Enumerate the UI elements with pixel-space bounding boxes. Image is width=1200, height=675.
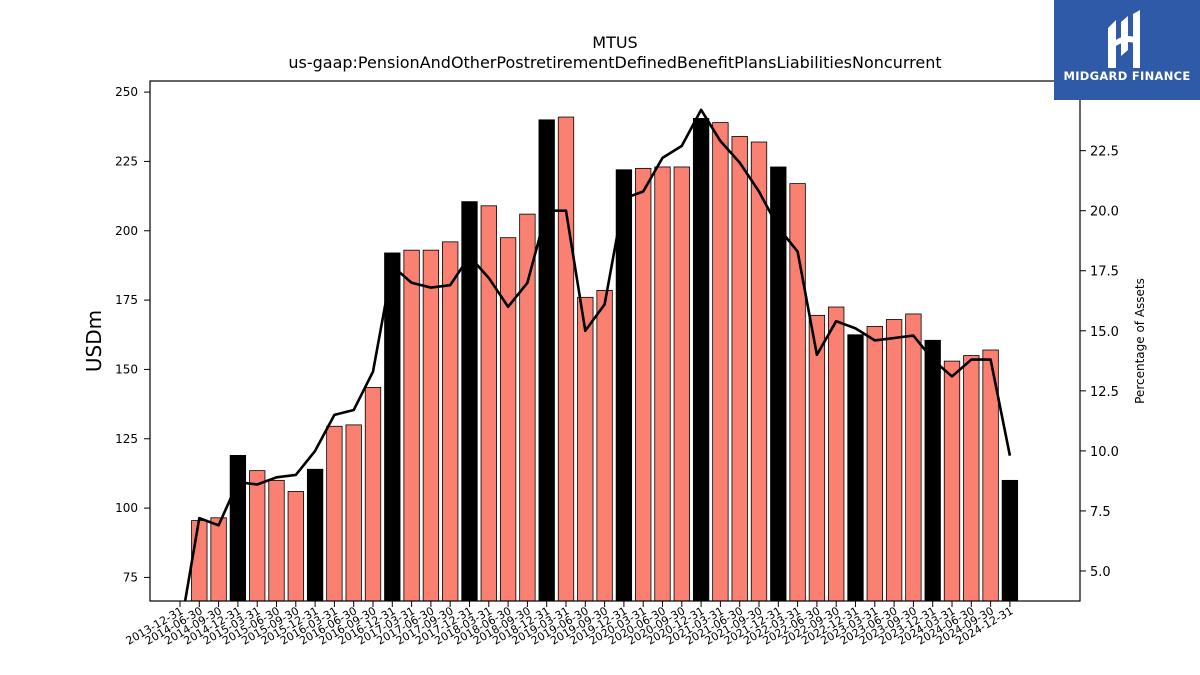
bar (712, 122, 729, 602)
bar (364, 387, 382, 602)
bar (499, 237, 517, 602)
y2-tick-label: 15.0 (1090, 325, 1119, 340)
bars-layer (191, 116, 1019, 602)
y2-tick-label: 10.0 (1090, 445, 1119, 460)
bar (596, 289, 613, 602)
y-tick-label: 200 (115, 224, 138, 238)
bar (750, 141, 768, 602)
y-tick-label: 175 (115, 293, 138, 307)
bar (480, 205, 497, 602)
midgard-logo-icon (1108, 10, 1140, 68)
chart-title: MTUS (592, 33, 637, 52)
y2-axis-label: Percentage of Assets (1133, 278, 1147, 404)
y2-tick-label: 22.5 (1090, 145, 1119, 160)
bar (422, 249, 440, 602)
bar (557, 116, 575, 602)
bar (306, 468, 324, 602)
brand-name: MIDGARD FINANCE (1063, 69, 1191, 83)
bar (268, 479, 285, 602)
bar (442, 241, 459, 602)
bar (654, 166, 671, 602)
y-tick-label: 225 (115, 154, 138, 168)
bar (326, 425, 343, 602)
y-tick-label: 250 (115, 85, 138, 99)
bar (345, 424, 362, 602)
bar (191, 520, 208, 602)
bar (731, 136, 748, 602)
y2-tick-label: 7.5 (1090, 505, 1111, 520)
chart-subtitle: us-gaap:PensionAndOtherPostretirementDef… (288, 53, 941, 72)
bar (403, 249, 420, 602)
y-tick-label: 100 (115, 501, 138, 515)
y2-tick-label: 17.5 (1090, 265, 1119, 280)
bar (924, 339, 941, 602)
percentage-line (183, 108, 1012, 601)
brand-logo: MIDGARD FINANCE (1054, 0, 1200, 100)
bar (384, 252, 401, 602)
bar (210, 517, 227, 602)
bar (943, 360, 961, 602)
bar (519, 213, 536, 602)
y2-tick-label: 20.0 (1090, 205, 1119, 220)
bar (1001, 479, 1019, 602)
bar (287, 491, 304, 602)
bar (673, 166, 690, 602)
bar (538, 119, 555, 602)
bar (770, 166, 787, 602)
y-tick-label: 125 (115, 432, 138, 446)
bar (635, 167, 652, 602)
y-axis-label: USDm (82, 310, 106, 372)
y2-tick-label: 12.5 (1090, 385, 1119, 400)
bar (229, 454, 247, 602)
y-tick-label: 75 (123, 570, 138, 584)
y2-tick-label: 5.0 (1090, 565, 1111, 580)
bar (249, 470, 266, 602)
bar (963, 355, 980, 602)
bar (885, 319, 903, 602)
bar (828, 306, 845, 602)
bar (866, 326, 883, 602)
bar (808, 314, 826, 602)
line-layer (183, 108, 1012, 601)
bar (847, 334, 864, 602)
bar (692, 118, 710, 602)
plot-frame (149, 80, 1081, 602)
axes-layer: 75 100 125 150 175 200 225 250 5.0 7.5 10.0 12.5 15.… (115, 85, 1119, 647)
bar (577, 296, 594, 602)
bar (905, 313, 922, 602)
y-tick-label: 150 (115, 362, 138, 376)
